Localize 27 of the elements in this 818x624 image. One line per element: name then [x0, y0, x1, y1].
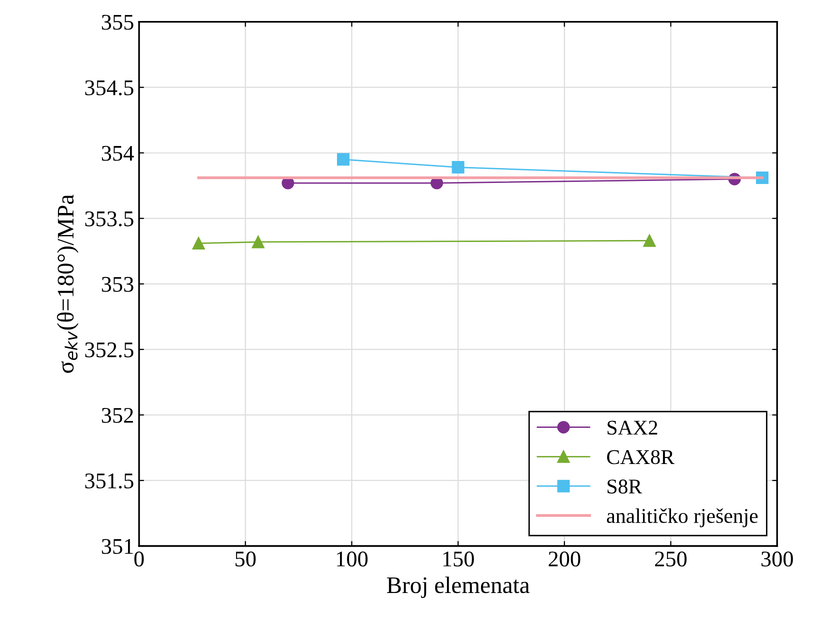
legend-label: S8R: [608, 480, 642, 494]
y-tick-label: 354: [102, 146, 134, 161]
y-tick-label: 352: [102, 408, 133, 423]
legend-label: CAX8R: [607, 450, 674, 464]
y-tick-label: 355: [102, 14, 134, 30]
y-tick-label: 353: [102, 276, 134, 292]
y-tick-label: 352.5: [85, 342, 134, 358]
x-axis-title: Broj elemenata: [386, 576, 530, 598]
legend-label: analitičko rješenje: [606, 508, 758, 528]
point: [252, 236, 264, 248]
point: [336, 153, 350, 166]
y-axis-title: σ$_{ekv}$(θ=180°)/MPa: [56, 194, 78, 373]
y-tick-label: 351: [102, 538, 133, 554]
x-tick-label: 200: [548, 552, 580, 566]
x-tick-label: 50: [236, 552, 256, 566]
x-tick-label: 0: [134, 552, 144, 566]
y-tick-label: 353.5: [85, 211, 134, 226]
x-tick-label: 300: [761, 552, 793, 566]
legend-label: SAX2: [608, 420, 658, 435]
x-tick-label: 250: [655, 552, 687, 566]
point: [452, 161, 464, 174]
y-tick-label: 351.5: [85, 473, 134, 489]
point: [643, 234, 656, 247]
point: [192, 237, 205, 250]
y-tick-label: 354.5: [85, 80, 134, 96]
x-tick-label: 100: [337, 552, 368, 566]
x-tick-label: 150: [443, 552, 474, 566]
